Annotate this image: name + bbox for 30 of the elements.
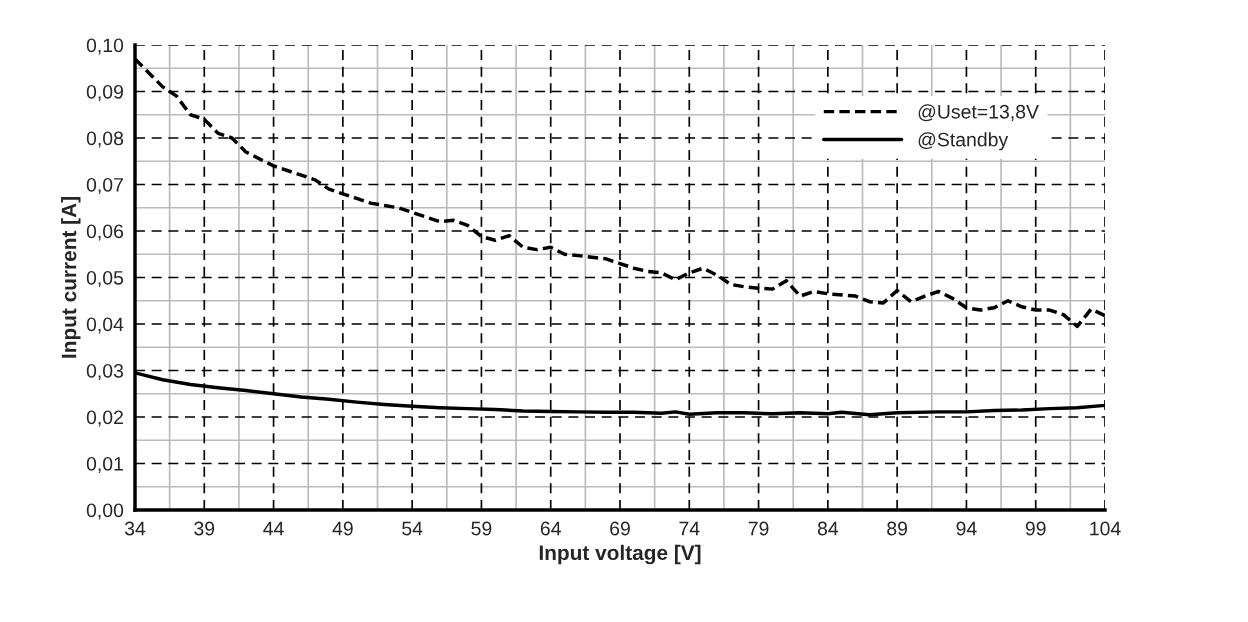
x-tick-label: 64: [540, 521, 561, 536]
x-tick-label: 54: [402, 521, 423, 536]
x-tick-label: 89: [887, 521, 908, 536]
y-tick-label: 0,09: [86, 84, 123, 102]
x-tick-label: 39: [194, 521, 215, 536]
x-tick-label: 84: [817, 521, 839, 536]
y-axis-title: Input current [A]: [61, 197, 81, 358]
x-tick-label: 34: [124, 521, 146, 536]
y-tick-label: 0,04: [86, 317, 124, 334]
x-tick-label: 49: [332, 521, 353, 536]
y-tick-label: 0,05: [86, 270, 124, 288]
y-tick-label: 0,02: [86, 410, 123, 427]
y-tick-label: 0,06: [86, 224, 124, 241]
y-tick-label: 0,03: [86, 363, 124, 381]
y-tick-label: 0,08: [86, 131, 124, 148]
x-tick-label: 104: [1090, 521, 1121, 536]
legend-label: @Uset=13,8V: [918, 104, 1039, 122]
y-tick-label: 0,10: [86, 38, 124, 55]
x-tick-label: 44: [263, 521, 284, 536]
y-tick-label: 0,07: [86, 177, 123, 195]
x-tick-label: 69: [610, 521, 630, 536]
legend-label: @Standby: [918, 132, 1009, 151]
y-tick-label: 0,01: [86, 456, 123, 474]
x-tick-label: 99: [1025, 521, 1046, 536]
x-axis-title: Input voltage [V]: [539, 544, 701, 565]
x-tick-label: 79: [748, 521, 769, 536]
x-tick-label: 74: [679, 521, 700, 536]
x-tick-label: 59: [471, 521, 492, 536]
x-tick-label: 94: [956, 521, 977, 536]
y-tick-label: 0,00: [86, 503, 124, 520]
